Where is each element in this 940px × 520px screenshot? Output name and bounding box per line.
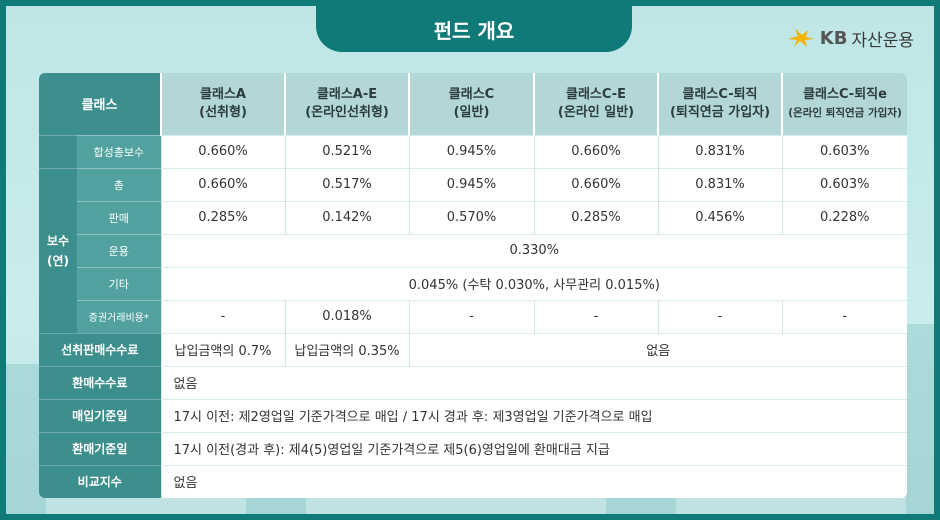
logo-text: 자산운용 [851,30,914,51]
fee-group-label: 보수 (연) [39,167,77,333]
row-label: 운용 [77,233,162,267]
logo-brand: KB [819,27,848,49]
class-col-c: 클래스C (일반) [408,73,535,135]
fund-overview-table: 클래스 클래스A (선취형) 클래스A-E (온라인선취형) 클래스C (일반) 클래… [39,73,908,498]
row-label: 기타 [77,266,162,300]
row-label: 매입기준일 [39,398,162,432]
table-row: 기타 0.045% (수탁 0.030%, 사무관리 0.015%) [39,266,908,300]
kb-star-icon [787,29,814,47]
row-label: 합성총보수 [77,134,162,168]
table-row: 환매기준일 17시 이전(경과 후): 제4(5)영업일 기준가격으로 제5(6… [39,431,908,465]
table-row: 비교지수 없음 [39,464,908,498]
row-label: 증권거래비용* [77,299,162,333]
table-row: 판매 0.285% 0.142% 0.570% 0.285% 0.456% 0.… [39,200,908,234]
row-label: 총 [77,167,162,201]
page-title: 펀드 개요 [316,6,632,52]
table-row: 증권거래비용* - 0.018% - - - - [39,299,908,333]
page-frame: 펀드 개요 KB 자산운용 클래스 클래스A (선취형) 클래스A-E (온라인선취… [6,6,934,514]
table-row: 보수 (연) 총 0.660% 0.517% 0.945% 0.660% 0.8… [39,167,908,333]
row-label: 환매수수료 [39,365,162,399]
row-label: 판매 [77,200,162,234]
table-row: 운용 0.330% [39,233,908,267]
class-col-a: 클래스A (선취형) [160,73,286,135]
class-col-c-pension: 클래스C-퇴직 (퇴직연금 가입자) [657,73,783,135]
kb-logo: KB 자산운용 [786,26,914,51]
table-row: 매입기준일 17시 이전: 제2영업일 기준가격으로 매입 / 17시 경과 후… [39,398,908,432]
table-row: 환매수수료 없음 [39,365,908,399]
class-col-ae: 클래스A-E (온라인선취형) [284,73,410,135]
table-row: 합성총보수 0.660% 0.521% 0.945% 0.660% 0.831%… [39,134,908,168]
row-label: 환매기준일 [39,431,162,465]
class-col-ce: 클래스C-E (온라인 일반) [533,73,659,135]
table-row: 선취판매수수료 납입금액의 0.7% 납입금액의 0.35% 없음 [39,332,908,366]
row-label: 비교지수 [39,464,162,498]
class-header: 클래스 [39,73,162,135]
class-col-c-pension-e: 클래스C-퇴직e (온라인 퇴직연금 가입자) [781,73,908,135]
row-label: 선취판매수수료 [39,332,162,366]
